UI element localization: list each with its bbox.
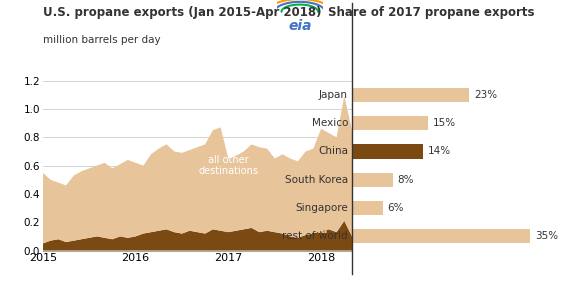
Text: Share of 2017 propane exports: Share of 2017 propane exports [328, 6, 535, 19]
Text: U.S. propane exports (Jan 2015-Apr 2018): U.S. propane exports (Jan 2015-Apr 2018) [43, 6, 321, 19]
Text: China: China [318, 146, 348, 156]
Bar [352, 88, 469, 102]
Text: 15%: 15% [433, 118, 456, 128]
Bar [352, 116, 428, 130]
Text: 8%: 8% [398, 175, 414, 185]
Text: 14%: 14% [428, 146, 451, 156]
Text: rest of world: rest of world [282, 231, 348, 241]
Text: 35%: 35% [535, 231, 558, 241]
Text: eia: eia [288, 19, 312, 33]
Text: China: China [296, 225, 327, 235]
Bar [352, 201, 383, 215]
Text: Japan: Japan [319, 90, 348, 100]
Text: 6%: 6% [388, 203, 404, 213]
Text: million barrels per day: million barrels per day [43, 35, 160, 45]
Bar [352, 229, 530, 243]
Bar [352, 144, 423, 158]
Text: Mexico: Mexico [312, 118, 348, 128]
Text: 23%: 23% [474, 90, 497, 100]
Text: South Korea: South Korea [285, 175, 348, 185]
Bar [352, 173, 393, 187]
Text: all other
destinations: all other destinations [198, 155, 258, 176]
Text: Singapore: Singapore [295, 203, 348, 213]
